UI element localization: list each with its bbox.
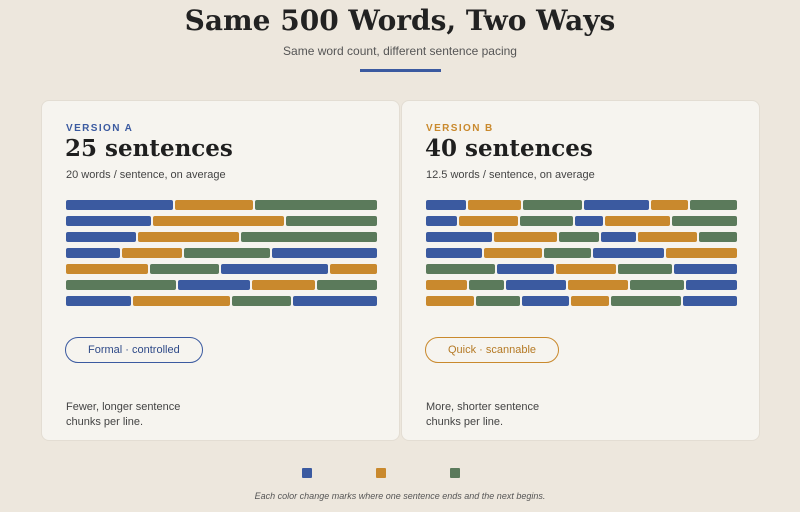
version-a-sentence-bar xyxy=(133,296,230,306)
version-b-sentence-bar xyxy=(574,216,603,226)
version-a-sentence-bar xyxy=(178,280,251,290)
version-b-sentence-bar xyxy=(611,296,682,306)
version-b-sentence-bar xyxy=(601,232,636,242)
version-a-kicker: VERSION A xyxy=(66,123,134,134)
version-a-sentence-bars xyxy=(66,200,377,310)
version-a-sentence-bar xyxy=(174,200,253,210)
legend-swatch-green xyxy=(450,468,460,478)
legend-swatch-blue xyxy=(302,468,312,478)
version-a-card: VERSION A 25 sentences 20 words / senten… xyxy=(41,100,400,441)
color-legend xyxy=(0,468,800,480)
version-b-sentence-bar xyxy=(544,248,591,258)
version-b-sentence-bar xyxy=(651,200,689,210)
version-b-sentence-bar xyxy=(558,232,600,242)
version-b-sentence-bar xyxy=(506,280,567,290)
version-b-sentence-bar xyxy=(426,216,458,226)
version-b-card: VERSION B 40 sentences 12.5 words / sent… xyxy=(401,100,760,441)
version-a-sentence-bar xyxy=(184,248,271,258)
version-b-sentence-bar xyxy=(493,232,557,242)
version-a-sentence-bar xyxy=(66,232,136,242)
version-b-sentence-bar xyxy=(523,200,583,210)
page-title: Same 500 Words, Two Ways xyxy=(184,4,616,37)
version-b-sentence-bar xyxy=(469,280,505,290)
version-b-note: More, shorter sentence chunks per line. xyxy=(426,401,540,428)
version-b-kicker: VERSION B xyxy=(426,123,494,134)
version-b-sentence-bar xyxy=(426,232,492,242)
version-a-note: Fewer, longer sentence chunks per line. xyxy=(66,401,181,428)
version-a-subline: 20 words / sentence, on average xyxy=(66,169,226,181)
page-subtitle: Same word count, different sentence paci… xyxy=(283,44,517,58)
version-b-sentence-bar xyxy=(592,248,664,258)
version-b-sentence-bar xyxy=(618,264,672,274)
version-a-sentence-bar xyxy=(240,232,377,242)
version-b-sentence-bar xyxy=(571,296,610,306)
version-a-sentence-bar xyxy=(152,216,285,226)
version-b-sentence-bar xyxy=(584,200,650,210)
version-a-sentence-bar xyxy=(272,248,377,258)
version-b-sentence-bar xyxy=(683,296,737,306)
version-b-sentence-bar xyxy=(637,232,698,242)
title-divider xyxy=(360,69,441,72)
version-a-headline: 25 sentences xyxy=(65,135,233,162)
version-a-sentence-bar xyxy=(329,264,377,274)
version-a-sentence-bar xyxy=(231,296,291,306)
version-b-sentence-bar xyxy=(630,280,685,290)
version-b-sentence-bar xyxy=(426,248,482,258)
legend-caption: Each color change marks where one senten… xyxy=(254,491,546,501)
version-a-sentence-bar xyxy=(292,296,377,306)
version-a-sentence-bar xyxy=(66,264,148,274)
version-a-sentence-bar xyxy=(66,296,132,306)
version-b-sentence-bar xyxy=(519,216,573,226)
version-b-tag: Quick · scannable xyxy=(425,337,560,363)
version-b-sentence-bar xyxy=(426,264,496,274)
version-a-sentence-bar xyxy=(66,200,173,210)
legend-swatch-amber xyxy=(376,468,386,478)
version-b-sentence-bar xyxy=(426,280,468,290)
version-a-sentence-bar xyxy=(122,248,183,258)
version-b-sentence-bar xyxy=(665,248,737,258)
version-b-sentence-bar xyxy=(673,264,737,274)
version-a-sentence-bar xyxy=(254,200,377,210)
version-b-sentence-bar xyxy=(497,264,555,274)
version-b-headline: 40 sentences xyxy=(425,135,593,162)
version-a-sentence-bar xyxy=(149,264,219,274)
version-b-sentence-bars xyxy=(426,200,737,310)
version-b-sentence-bar xyxy=(556,264,617,274)
version-b-sentence-bar xyxy=(426,200,467,210)
version-a-sentence-bar xyxy=(66,216,151,226)
version-b-sentence-bar xyxy=(468,200,522,210)
version-a-sentence-bar xyxy=(66,280,177,290)
version-b-sentence-bar xyxy=(671,216,737,226)
version-b-subline: 12.5 words / sentence, on average xyxy=(426,169,595,181)
version-b-sentence-bar xyxy=(459,216,518,226)
version-a-sentence-bar xyxy=(252,280,316,290)
version-a-sentence-bar xyxy=(286,216,377,226)
version-b-sentence-bar xyxy=(475,296,520,306)
version-b-sentence-bar xyxy=(426,296,474,306)
version-a-sentence-bar xyxy=(317,280,377,290)
version-b-sentence-bar xyxy=(686,280,737,290)
version-b-sentence-bar xyxy=(690,200,737,210)
version-b-sentence-bar xyxy=(521,296,570,306)
version-b-sentence-bar xyxy=(483,248,543,258)
version-a-sentence-bar xyxy=(137,232,239,242)
version-b-sentence-bar xyxy=(604,216,670,226)
version-b-sentence-bar xyxy=(568,280,629,290)
version-a-sentence-bar xyxy=(66,248,120,258)
version-b-sentence-bar xyxy=(699,232,737,242)
version-a-sentence-bar xyxy=(220,264,328,274)
version-a-tag: Formal · controlled xyxy=(65,337,203,363)
